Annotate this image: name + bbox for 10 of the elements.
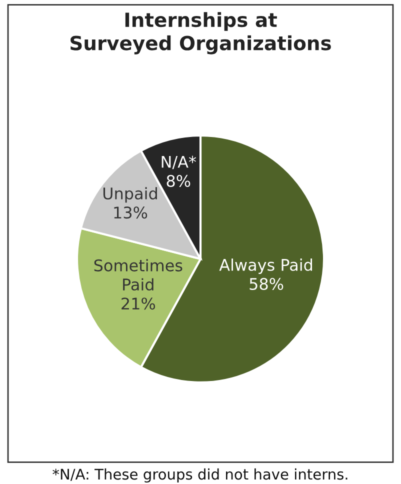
- data-label: 13%: [114, 206, 148, 219]
- text: *N/A: These groups did not have interns.: [52, 468, 348, 483]
- slice-label: Unpaid: [103, 187, 157, 203]
- slice-label: Always Paid: [219, 258, 312, 274]
- slice-label: N/A*: [162, 156, 196, 170]
- slice-label: Sometimes Paid: [94, 259, 182, 291]
- chart-title: Internships at Surveyed Organizations: [70, 12, 331, 54]
- data-label: 8%: [166, 174, 190, 187]
- data-label: 21%: [122, 298, 156, 310]
- data-label: 58%: [250, 278, 284, 290]
